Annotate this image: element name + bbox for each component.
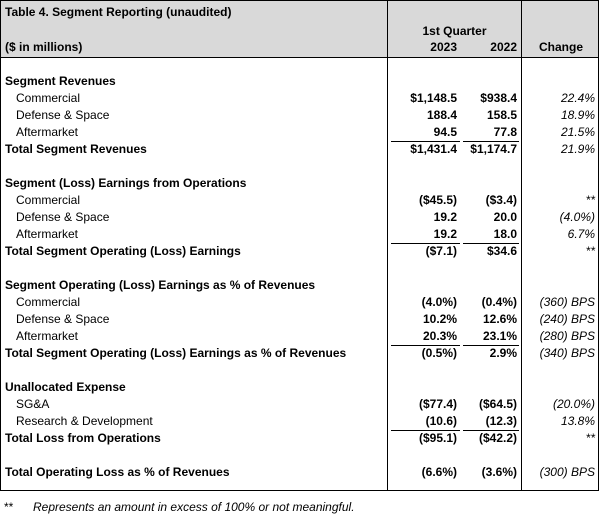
value-change: 13.8% (560, 414, 595, 428)
period-label: 1st Quarter (422, 24, 487, 38)
value-2022: ($42.2) (478, 431, 517, 445)
section-heading: Segment (Loss) Earnings from Operations (5, 176, 247, 190)
value-change: ** (585, 244, 595, 258)
total-rule (463, 141, 519, 142)
total-rule (463, 430, 519, 431)
value-2022: 158.5 (486, 108, 517, 122)
value-2022: (12.3) (485, 414, 517, 428)
value-change: 21.9% (560, 142, 595, 156)
value-2023: ($95.1) (418, 431, 457, 445)
value-2023: 10.2% (422, 312, 457, 326)
value-change: 22.4% (560, 91, 595, 105)
value-2023: $1,148.5 (410, 91, 457, 105)
value-2023: 19.2 (433, 210, 457, 224)
value-change: ** (585, 193, 595, 207)
row-label: SG&A (16, 397, 50, 411)
row-label: Aftermarket (16, 329, 79, 343)
value-2022: (0.4%) (481, 295, 517, 309)
value-change: (4.0%) (559, 210, 595, 224)
section-heading: Segment Revenues (5, 74, 116, 88)
value-2023: (10.6) (425, 414, 457, 428)
row-label: Defense & Space (16, 210, 110, 224)
value-change: (20.0%) (552, 397, 595, 411)
total-label: Total Segment Operating (Loss) Earnings (5, 244, 241, 258)
value-2022: ($64.5) (478, 397, 517, 411)
total-rule (391, 243, 460, 244)
value-change: (300) BPS (539, 465, 595, 479)
row-label: Aftermarket (16, 125, 79, 139)
column-divider (387, 1, 388, 490)
section-heading: Unallocated Expense (5, 380, 126, 394)
column-header: Change (538, 40, 583, 54)
value-2022: 18.0 (493, 227, 517, 241)
total-rule (463, 243, 519, 244)
total-label: Total Segment Revenues (5, 142, 147, 156)
row-label: Commercial (16, 91, 81, 105)
value-2023: 94.5 (433, 125, 457, 139)
value-change: (280) BPS (539, 329, 595, 343)
section-heading: Segment Operating (Loss) Earnings as % o… (5, 278, 316, 292)
value-2022: 77.8 (493, 125, 517, 139)
total-rule (391, 345, 460, 346)
total-label: Total Loss from Operations (5, 431, 161, 445)
value-2022: $938.4 (480, 91, 517, 105)
total-rule (391, 430, 460, 431)
value-2022: 2.9% (489, 346, 517, 360)
total-rule (463, 345, 519, 346)
value-2023: ($77.4) (418, 397, 457, 411)
value-change: ** (585, 431, 595, 445)
units-label: ($ in millions) (5, 40, 83, 54)
value-2022: $34.6 (486, 244, 517, 258)
value-2023: (0.5%) (421, 346, 457, 360)
column-header: 2023 (430, 40, 457, 54)
value-change: (240) BPS (539, 312, 595, 326)
value-2022: $1,174.7 (470, 142, 517, 156)
value-2023: ($7.1) (425, 244, 457, 258)
value-2023: 19.2 (433, 227, 457, 241)
row-label: Commercial (16, 193, 81, 207)
value-change: 18.9% (560, 108, 595, 122)
value-2023: 20.3% (422, 329, 457, 343)
total-label: Total Segment Operating (Loss) Earnings … (5, 346, 347, 360)
value-change: (360) BPS (539, 295, 595, 309)
value-2023: (4.0%) (421, 295, 457, 309)
value-2022: 20.0 (493, 210, 517, 224)
value-2023: (6.6%) (421, 465, 457, 479)
table: Table 4. Segment Reporting (unaudited) (… (0, 0, 599, 491)
table-title: Table 4. Segment Reporting (unaudited) (5, 5, 232, 19)
row-label: Defense & Space (16, 108, 110, 122)
total-rule (391, 141, 460, 142)
row-label: Commercial (16, 295, 81, 309)
row-label: Defense & Space (16, 312, 110, 326)
row-label: Aftermarket (16, 227, 79, 241)
column-divider (521, 1, 522, 490)
column-header: 2022 (490, 40, 517, 54)
value-2022: (3.6%) (481, 465, 517, 479)
value-change: 6.7% (567, 227, 595, 241)
footnote-text: Represents an amount in excess of 100% o… (33, 500, 355, 514)
row-label: Research & Development (16, 414, 153, 428)
row-label: Total Operating Loss as % of Revenues (5, 465, 230, 479)
value-2023: ($45.5) (418, 193, 457, 207)
value-2022: 23.1% (482, 329, 517, 343)
value-2022: ($3.4) (485, 193, 517, 207)
value-2023: $1,431.4 (410, 142, 457, 156)
value-change: 21.5% (560, 125, 595, 139)
table-header (1, 1, 598, 58)
value-2023: 188.4 (426, 108, 457, 122)
value-2022: 12.6% (482, 312, 517, 326)
footnote-mark: ** (4, 500, 14, 514)
value-change: (340) BPS (539, 346, 595, 360)
